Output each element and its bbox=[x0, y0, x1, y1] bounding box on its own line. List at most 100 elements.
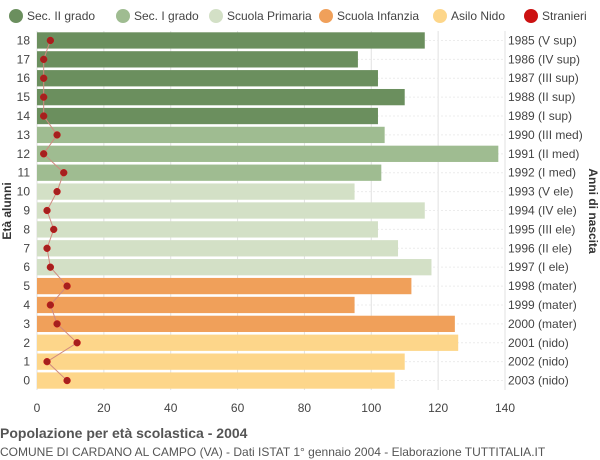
y-tick-label-birth-year: 1995 (III ele) bbox=[508, 222, 575, 236]
chart-title: Popolazione per età scolastica - 2004 bbox=[0, 425, 248, 441]
legend-swatch bbox=[524, 9, 538, 23]
bar bbox=[37, 277, 412, 295]
stranieri-point bbox=[43, 206, 51, 215]
y-tick-label-birth-year: 1993 (V ele) bbox=[508, 185, 573, 199]
stranieri-point bbox=[46, 36, 55, 45]
legend-swatch bbox=[116, 9, 130, 23]
stranieri-point bbox=[40, 55, 48, 63]
y-axis-title-left: Età alunni bbox=[0, 182, 14, 239]
stranieri-point bbox=[63, 282, 71, 290]
y-axis-right: 1985 (V sup) 1986 (IV sup) 1987 (III sup) 1… bbox=[508, 33, 583, 387]
y-tick-label-age: 18 bbox=[17, 33, 31, 47]
y-tick-label-age: 7 bbox=[23, 241, 30, 255]
stranieri-point bbox=[53, 187, 61, 196]
bar bbox=[37, 183, 355, 200]
y-tick-label-age: 3 bbox=[23, 317, 30, 331]
legend-swatch bbox=[209, 9, 223, 23]
y-tick-label-birth-year: 1994 (IV ele) bbox=[508, 204, 577, 218]
legend: Sec. II grado Sec. I grado Scuola Primaria… bbox=[9, 9, 587, 23]
stranieri-point bbox=[43, 244, 51, 252]
bar bbox=[37, 315, 455, 333]
x-tick-label: 0 bbox=[34, 401, 41, 415]
bar bbox=[37, 353, 405, 370]
y-tick-label-age: 14 bbox=[17, 109, 31, 123]
stranieri-point bbox=[60, 169, 68, 177]
x-tick-label: 40 bbox=[164, 401, 178, 415]
y-tick-label-age: 10 bbox=[17, 185, 31, 199]
legend-item: Asilo Nido bbox=[433, 9, 505, 23]
y-axis-title-right: Anni di nascita bbox=[586, 168, 600, 254]
y-tick-label-age: 5 bbox=[23, 279, 30, 293]
stranieri-point bbox=[50, 225, 58, 234]
legend-label: Sec. II grado bbox=[27, 9, 95, 23]
stranieri-point bbox=[40, 112, 48, 120]
y-tick-label-birth-year: 1988 (II sup) bbox=[508, 90, 575, 104]
stranieri-point bbox=[40, 74, 48, 82]
legend-item: Sec. II grado bbox=[9, 9, 95, 23]
y-tick-label-age: 12 bbox=[17, 147, 31, 161]
stranieri-point bbox=[46, 263, 55, 271]
y-tick-label-birth-year: 1987 (III sup) bbox=[508, 71, 579, 85]
bar bbox=[37, 240, 399, 257]
legend-item: Stranieri bbox=[524, 9, 587, 23]
bar bbox=[37, 145, 499, 162]
bar bbox=[37, 88, 405, 106]
y-tick-label-age: 17 bbox=[17, 52, 31, 66]
legend-swatch bbox=[319, 9, 333, 23]
x-tick-label: 120 bbox=[428, 401, 448, 415]
legend-swatch bbox=[9, 9, 23, 23]
x-axis: 0 20 40 60 80 100 120 140 bbox=[34, 401, 516, 415]
bar bbox=[37, 202, 425, 219]
bar bbox=[37, 334, 459, 351]
legend-label: Sec. I grado bbox=[134, 9, 199, 23]
y-tick-label-birth-year: 1986 (IV sup) bbox=[508, 52, 580, 66]
x-tick-label: 100 bbox=[361, 401, 381, 415]
y-tick-label-birth-year: 1998 (mater) bbox=[508, 279, 577, 293]
legend-swatch bbox=[433, 9, 447, 23]
y-tick-label-birth-year: 1991 (II med) bbox=[508, 147, 579, 161]
x-tick-label: 140 bbox=[495, 401, 515, 415]
bar bbox=[37, 259, 432, 276]
stranieri-point bbox=[53, 320, 61, 328]
y-tick-label-age: 0 bbox=[23, 374, 30, 388]
y-tick-label-birth-year: 1999 (mater) bbox=[508, 298, 577, 312]
stranieri-point bbox=[40, 150, 48, 158]
y-tick-label-birth-year: 1997 (I ele) bbox=[508, 260, 569, 274]
y-tick-label-birth-year: 1985 (V sup) bbox=[508, 33, 577, 47]
legend-label: Stranieri bbox=[542, 9, 587, 23]
bar bbox=[37, 70, 378, 87]
bar bbox=[37, 107, 378, 125]
chart-subtitle: COMUNE DI CARDANO AL CAMPO (VA) - Dati I… bbox=[0, 445, 546, 459]
y-tick-label-age: 2 bbox=[23, 336, 30, 350]
y-tick-label-birth-year: 2002 (nido) bbox=[508, 355, 569, 369]
stranieri-point bbox=[73, 339, 81, 347]
bar bbox=[37, 372, 395, 389]
legend-item: Scuola Primaria bbox=[209, 9, 312, 23]
stranieri-point bbox=[63, 376, 71, 385]
y-tick-label-age: 4 bbox=[23, 298, 30, 312]
bar bbox=[37, 296, 355, 314]
bar bbox=[37, 221, 378, 238]
legend-label: Scuola Infanzia bbox=[337, 9, 419, 23]
legend-label: Scuola Primaria bbox=[227, 9, 312, 23]
y-tick-label-birth-year: 1996 (II ele) bbox=[508, 241, 572, 255]
stranieri-point bbox=[40, 93, 48, 101]
bar bbox=[37, 32, 425, 49]
y-tick-label-age: 1 bbox=[23, 355, 30, 369]
stranieri-series bbox=[40, 36, 81, 385]
stranieri-point bbox=[53, 131, 61, 139]
y-tick-label-age: 6 bbox=[23, 260, 30, 274]
x-tick-label: 80 bbox=[298, 401, 312, 415]
bar bbox=[37, 126, 385, 144]
y-tick-label-birth-year: 1992 (I med) bbox=[508, 166, 576, 180]
y-tick-label-birth-year: 2003 (nido) bbox=[508, 374, 569, 388]
stranieri-point bbox=[46, 301, 55, 309]
legend-label: Asilo Nido bbox=[451, 9, 505, 23]
stranieri-point bbox=[43, 358, 51, 366]
y-tick-label-age: 11 bbox=[18, 166, 31, 180]
legend-item: Sec. I grado bbox=[116, 9, 199, 23]
x-tick-label: 20 bbox=[97, 401, 111, 415]
y-tick-label-age: 13 bbox=[17, 128, 31, 142]
